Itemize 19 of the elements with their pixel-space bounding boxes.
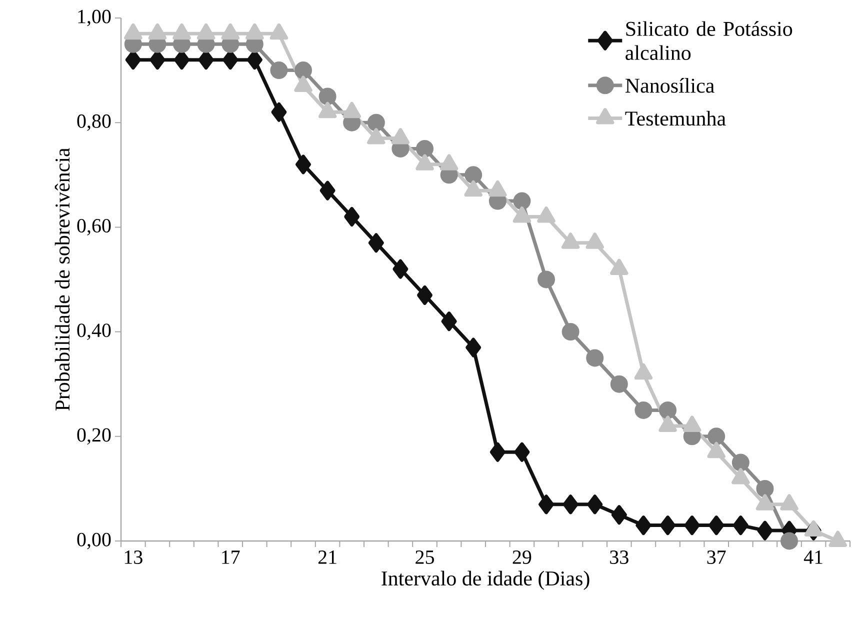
y-tick-label: 1,00 — [78, 10, 111, 26]
x-tick-label: 25 — [416, 550, 434, 564]
y-axis-title: Probabilidade de sobrevivência — [54, 148, 70, 411]
x-axis-title: Intervalo de idade (Dias) — [382, 570, 590, 590]
y-tick-label: 0,00 — [77, 532, 111, 550]
x-tick-label: 17 — [222, 550, 240, 564]
x-tick-label: 13 — [124, 550, 142, 564]
y-tick-label: 0,20 — [77, 428, 111, 445]
legend-label: Nanosílica — [625, 78, 714, 93]
x-tick-label: 21 — [318, 550, 336, 564]
y-tick-label: 0,80 — [77, 114, 111, 131]
x-tick-label: 29 — [512, 550, 532, 564]
x-tick-label: 33 — [610, 550, 628, 564]
x-tick-label: 41 — [804, 550, 822, 564]
x-tick-label: 37 — [707, 550, 726, 564]
y-tick-label: 0,60 — [77, 219, 111, 236]
legend-label: Testemunha — [625, 110, 726, 126]
legend-label: Silicato de Potássio alcalino — [626, 21, 792, 60]
y-tick-label: 0,40 — [77, 324, 111, 340]
